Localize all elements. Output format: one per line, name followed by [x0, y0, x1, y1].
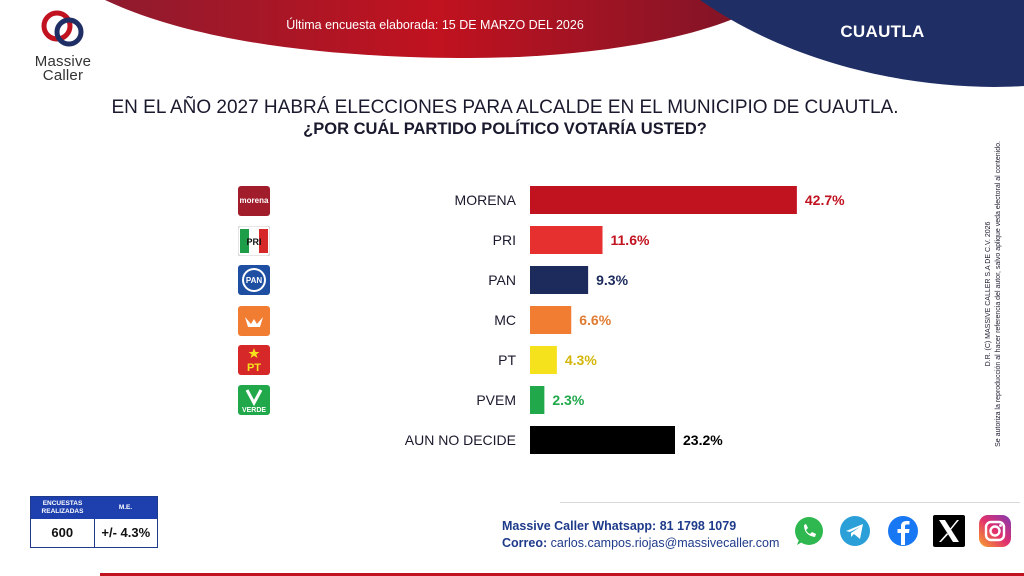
bar-value-label: 11.6%	[611, 232, 650, 248]
header-band	[105, 0, 1024, 87]
category-label: PRI	[493, 232, 516, 248]
category-label: PVEM	[476, 392, 516, 408]
svg-text:PAN: PAN	[246, 276, 263, 285]
bar-value-label: 23.2%	[683, 432, 723, 448]
email-address[interactable]: carlos.campos.riojas@massivecaller.com	[550, 536, 780, 550]
brand-logo: Massive Caller	[22, 8, 104, 90]
bar	[530, 306, 572, 334]
telegram-icon[interactable]	[838, 514, 872, 548]
pvem-logo-icon: VERDE	[238, 385, 270, 415]
footer-divider	[560, 502, 1020, 503]
surveys-count: 600	[51, 525, 74, 540]
copyright-notice: D.R. (C) MASSIVE CALLER S.A DE C.V. 2026…	[978, 104, 1008, 484]
category-label: MORENA	[455, 192, 517, 208]
facebook-icon[interactable]	[886, 514, 920, 548]
instagram-icon[interactable]	[978, 514, 1012, 548]
margin-error-value: +/- 4.3%	[93, 519, 158, 547]
massive-caller-logo-icon	[41, 10, 84, 47]
morena-logo-icon: morena	[238, 186, 270, 216]
email-label: Correo:	[502, 536, 548, 550]
survey-stats-table: ENCUESTAS REALIZADAS M.E. 600 +/- 4.3%	[30, 496, 158, 548]
bar	[530, 426, 675, 454]
svg-text:morena: morena	[240, 196, 269, 205]
question-subtitle: ¿POR CUÁL PARTIDO POLÍTICO VOTARÍA USTED…	[303, 120, 707, 138]
bar	[530, 266, 589, 294]
survey-date: Última encuesta elaborada: 15 DE MARZO D…	[286, 18, 584, 32]
bar	[530, 386, 545, 414]
pri-logo-icon: PRI	[238, 226, 270, 256]
bar	[530, 226, 603, 254]
surveys-header-line1: ENCUESTAS	[42, 500, 83, 507]
footer-accent-line	[100, 573, 1024, 576]
pan-logo-icon: PAN	[238, 265, 270, 295]
brand-name: Massive Caller	[34, 53, 92, 84]
whatsapp-number: 81 1798 1079	[659, 519, 737, 533]
bar	[530, 186, 797, 214]
contact-info: Massive Caller Whatsapp: 81 1798 1079 Co…	[502, 518, 779, 552]
pt-logo-icon: PT	[238, 345, 270, 375]
svg-text:PRI: PRI	[246, 237, 261, 247]
bar-value-label: 9.3%	[596, 272, 628, 288]
category-label: PAN	[488, 272, 516, 288]
copyright-line-2: Se autoriza la reproducción al hacer ref…	[995, 141, 1002, 447]
whatsapp-label: Massive Caller Whatsapp:	[502, 519, 657, 533]
surveys-header-line2: REALIZADAS	[41, 508, 84, 515]
svg-text:VERDE: VERDE	[242, 407, 266, 414]
question-title: EN EL AÑO 2027 HABRÁ ELECCIONES PARA ALC…	[111, 97, 899, 118]
category-label: PT	[498, 352, 516, 368]
bar-value-label: 6.6%	[579, 312, 611, 328]
bar-value-label: 4.3%	[565, 352, 597, 368]
x-icon[interactable]	[932, 514, 966, 548]
bar-value-label: 42.7%	[805, 192, 845, 208]
bar-value-label: 2.3%	[552, 392, 584, 408]
copyright-line-1: D.R. (C) MASSIVE CALLER S.A DE C.V. 2026	[985, 221, 992, 366]
category-label: MC	[494, 312, 516, 328]
category-label: AUN NO DECIDE	[405, 432, 516, 448]
surveys-header: ENCUESTAS REALIZADAS	[31, 497, 94, 519]
mc-logo-icon	[238, 306, 270, 336]
whatsapp-icon[interactable]	[792, 514, 826, 548]
region-title: CUAUTLA	[840, 22, 925, 41]
svg-text:PT: PT	[247, 362, 261, 374]
bar	[530, 346, 557, 374]
margin-error-header: M.E.	[118, 504, 133, 511]
